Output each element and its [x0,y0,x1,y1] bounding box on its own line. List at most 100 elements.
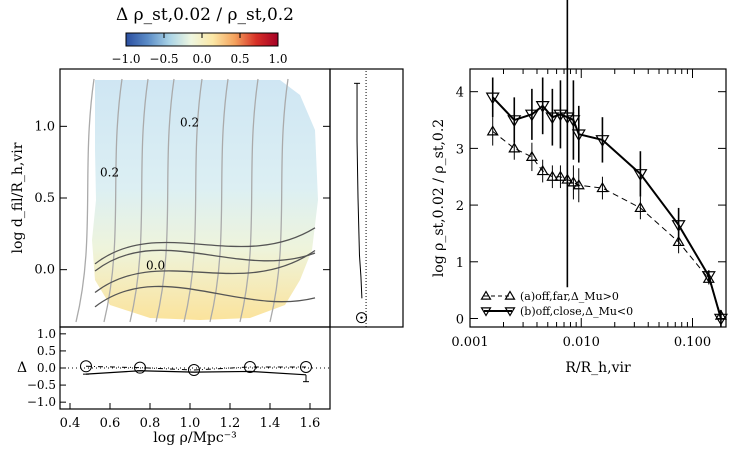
bottom-x-tick-label: 1.0 [180,416,201,431]
bottom-x-tick-label: 0.4 [60,416,81,431]
legend-marker [480,290,492,300]
side-panel [329,68,404,328]
bottom-circle-point [80,360,92,373]
bottom-x-tick-label: 1.6 [300,416,321,431]
map-density-contour [209,78,229,323]
side-circle-point [356,312,367,324]
bottom-series [60,360,330,383]
map-y-tick-label: 0.0 [34,263,55,278]
series-b-marker [566,115,581,128]
right-ticks: 0.001 0.010 0.100 0 1 2 3 4 [451,69,727,350]
series-a-marker [525,150,538,161]
colorbar-tick-label: 1.0 [268,52,287,66]
bottom-x-tick-label: 1.2 [220,416,241,431]
colorbar-tick-label: −0.5 [149,52,178,66]
series-a-marker [486,125,499,136]
legend-text: (b)off,close,Δ_Mu<0 [520,305,633,318]
series-b-marker [571,129,586,142]
colorbar-tick-label: −1.0 [111,52,140,66]
side-circle-center [360,316,363,319]
map-density-contour [155,78,175,323]
colorbar-tick-label: 0.5 [230,52,249,66]
map-y-tick-label: 1.0 [34,119,55,134]
right-y-label: log ρ_st,0.02 / ρ_st,0.2 [431,119,447,277]
series-b-marker [485,92,500,105]
map-y-ticks: 0.0 0.5 1.0 [34,119,330,278]
side-profile-line [356,83,363,299]
bottom-circle-point [300,360,312,373]
bottom-x-tick-label: 1.4 [260,416,281,431]
bottom-series-solid-line [85,370,307,376]
bottom-y-label: Δ [17,360,27,376]
map-contour-label: 0.0 [146,259,165,273]
legend-marker [480,307,492,317]
bottom-y-tick-label: 0.5 [37,344,56,358]
map-contour-labels: 0.2 0.2 0.0 [100,115,199,272]
series-b-marker [545,112,560,125]
bottom-series-circles-line [85,365,306,371]
series-b-marker [524,109,539,122]
bottom-y-tick-label: 0.0 [37,361,56,375]
map-delta-contour [94,249,316,272]
right-x-tick-label: 0.001 [451,335,488,350]
right-y-tick-label: 2 [456,199,464,214]
series-b-marker [507,115,522,128]
bottom-y-tick-label: 1.0 [37,327,56,341]
series-a-marker [554,170,567,181]
map-y-label: log d_fil/R_h,vir [10,142,26,253]
bottom-panel: 0.4 0.6 0.8 1.0 1.2 1.4 1.6 −1.0 −0.5 0.0 0.5 1.0 Δ… [17,326,331,446]
bottom-ticks: 0.4 0.6 0.8 1.0 1.2 1.4 1.6 −1.0 −0.5 0.0 0.5 1.0 [27,327,320,431]
map-density-contour [103,78,123,323]
series-a-marker [536,164,549,176]
series-b-marker [553,109,568,122]
right-y-tick-label: 3 [456,142,464,157]
right-x-tick-label: 0.100 [674,335,711,350]
series-a-marker [572,179,585,190]
right-y-tick-label: 1 [456,256,464,271]
colorbar-title: Δ ρ_st,0.02 / ρ_st,0.2 [116,5,294,25]
map-density-contour [183,78,203,323]
bottom-circle-point [188,364,200,377]
series-a-marker [634,201,647,213]
series-b-line [491,96,722,319]
map-delta-contour [94,249,316,294]
right-frame [469,68,727,328]
right-y-tick-label: 4 [456,86,464,101]
side-series [354,69,367,327]
right-legend: (a)off,far,Δ_Mu>0 (b)off,close,Δ_Mu<0 [480,290,633,318]
series-b-marker [713,313,728,326]
legend-marker [504,290,516,300]
bottom-y-tick-label: −1.0 [27,395,56,409]
map-density-contour [239,78,259,323]
bottom-x-label: log ρ/Mpc⁻³ [153,430,236,446]
series-b-marker [633,169,648,182]
map-density-contour [129,78,149,323]
series-b-marker [595,135,610,148]
series-a-marker [546,170,559,181]
bottom-x-tick-label: 0.8 [140,416,161,431]
bottom-circle-point [134,361,146,374]
bottom-circle-point [244,360,256,373]
right-x-tick-label: 0.010 [563,335,600,350]
series-a-line [492,130,722,316]
map-density-contour [269,78,289,323]
series-a-marker [508,142,521,153]
bottom-y-tick-label: −0.5 [27,378,56,392]
map-contours [75,78,316,323]
map-delta-contour [94,227,316,265]
map-contour-label: 0.2 [180,115,199,129]
series-a-marker [596,181,609,193]
colorbar-tick-label: 0.0 [192,52,211,66]
right-x-label: R/R_h,vir [565,360,631,376]
legend-marker [504,307,516,317]
right-y-tick-label: 0 [456,312,464,327]
series-b-marker [671,220,686,233]
colorbar: Δ ρ_st,0.02 / ρ_st,0.2 −1.0 −0.5 0.0 0.5 1.0 [111,5,294,66]
colorbar-ticks: −1.0 −0.5 0.0 0.5 1.0 [111,33,288,66]
map-field [92,80,318,320]
map-y-tick-label: 0.5 [34,191,55,206]
map-density-contour [75,78,95,323]
right-panel: 0.001 0.010 0.100 0 1 2 3 4 log ρ_st,0.02 / ρ_s… [431,0,728,376]
series-b-marker [560,112,575,125]
